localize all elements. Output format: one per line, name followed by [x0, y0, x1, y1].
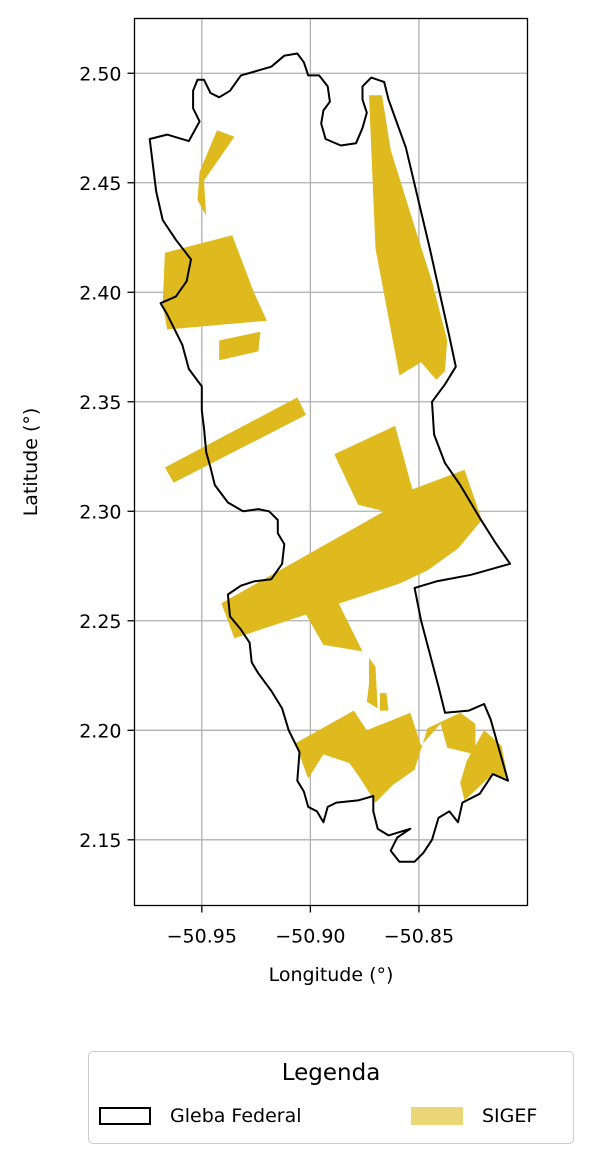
- y-axis-ticks: 2.15 2.20 2.25 2.30 2.35 2.40 2.45 2.50: [79, 63, 135, 852]
- y-tick-label-1: 2.20: [79, 720, 121, 742]
- y-tick-label-5: 2.40: [79, 282, 121, 304]
- y-tick-label-7: 2.50: [79, 63, 121, 85]
- legend-swatch-sigef: [411, 1107, 463, 1125]
- sigef-parcel-2: [162, 235, 267, 330]
- sigef-parcels: [162, 95, 508, 803]
- legend-label-sigef: SIGEF: [482, 1105, 538, 1127]
- sigef-parcel-9: [379, 693, 389, 711]
- sigef-parcel-6: [221, 425, 482, 639]
- plot-frame: [133, 17, 529, 907]
- y-axis-title: Latitude (°): [20, 408, 42, 517]
- sigef-parcel-3: [219, 331, 261, 361]
- x-tick-label-0: −50.95: [167, 926, 237, 948]
- sigef-parcel-11: [460, 730, 508, 801]
- x-axis-title: Longitude (°): [269, 964, 394, 986]
- sigef-parcel-10: [295, 710, 476, 803]
- legend-label-gleba: Gleba Federal: [170, 1105, 302, 1127]
- sigef-parcel-8: [366, 658, 378, 709]
- y-tick-label-4: 2.35: [79, 392, 121, 414]
- legend: Legenda Gleba Federal SIGEF: [88, 1051, 574, 1144]
- y-tick-label-3: 2.30: [79, 501, 121, 523]
- x-tick-label-2: −50.85: [384, 926, 454, 948]
- legend-item-gleba: Gleba Federal: [99, 1105, 302, 1127]
- gleba-federal-boundary: [148, 52, 512, 863]
- y-tick-label-2: 2.25: [79, 611, 121, 633]
- legend-item-sigef: SIGEF: [411, 1105, 537, 1127]
- legend-title: Legenda: [281, 1060, 381, 1086]
- legend-swatch-gleba: [99, 1107, 151, 1125]
- sigef-parcel-4: [164, 397, 306, 483]
- sigef-parcel-5: [369, 95, 448, 380]
- x-axis-ticks: −50.95 −50.90 −50.85: [167, 905, 454, 948]
- y-tick-label-6: 2.45: [79, 173, 121, 195]
- sigef-parcel-7: [299, 594, 363, 652]
- x-tick-label-1: −50.90: [275, 926, 345, 948]
- y-tick-label-0: 2.15: [79, 830, 121, 852]
- sigef-parcel-1: [197, 130, 235, 216]
